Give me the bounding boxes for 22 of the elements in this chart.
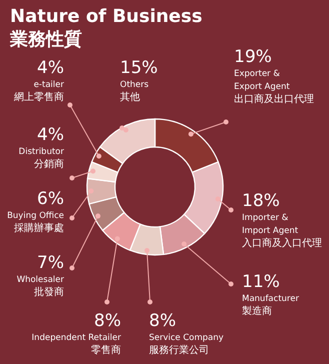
- slice-label: Others 其他: [120, 80, 150, 103]
- slice-label: Manufacturer 製造商: [242, 294, 300, 317]
- slice-label: Importer & Import Agent 入口商及入口代理: [242, 213, 322, 249]
- chart-subtitle: 業務性質: [9, 29, 82, 50]
- data-label: 19%: [234, 47, 272, 67]
- data-label: 4%: [37, 125, 64, 145]
- data-label: 11%: [242, 272, 280, 292]
- data-label: 6%: [37, 189, 64, 209]
- data-label: 4%: [37, 58, 64, 78]
- data-label: 8%: [94, 311, 121, 331]
- data-label: 18%: [242, 191, 280, 211]
- data-label: 7%: [37, 253, 64, 273]
- data-label: 15%: [120, 58, 158, 78]
- slice-label: Exporter & Export Agent 出口商及出口代理: [234, 69, 314, 105]
- data-label: 8%: [149, 311, 176, 331]
- slice-label: Distributor 分銷商: [18, 147, 64, 170]
- slice-label: e-tailer 網上零售商: [13, 80, 64, 103]
- slice-label: Wholesaler 批發商: [16, 275, 64, 298]
- slice-label: Buying Office 採購辦事處: [7, 211, 64, 234]
- slice-label: Independent Retailer 零售商: [32, 333, 122, 356]
- slice-label: Service Company 服務行業公司: [149, 333, 224, 356]
- chart-title: Nature of Business: [10, 6, 202, 27]
